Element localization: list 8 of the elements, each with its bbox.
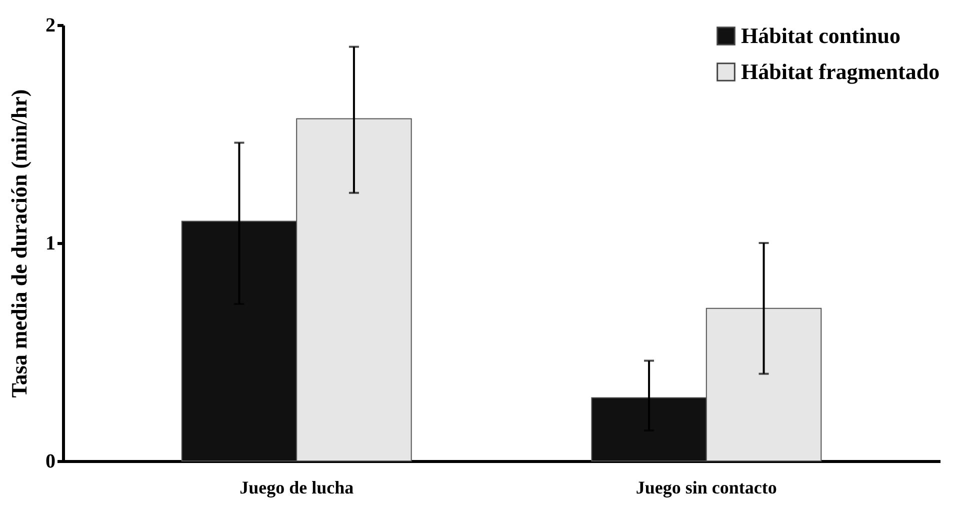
y-tick-label: 2 bbox=[46, 14, 56, 36]
x-tick-label: Juego sin contacto bbox=[636, 478, 777, 498]
x-tick-label: Juego de lucha bbox=[240, 478, 354, 498]
legend-label: Hábitat fragmentado bbox=[741, 59, 940, 84]
y-tick-label: 0 bbox=[46, 450, 56, 472]
y-tick-label: 1 bbox=[46, 232, 56, 254]
legend-label: Hábitat continuo bbox=[741, 23, 901, 48]
y-axis-title: Tasa media de duración (min/hr) bbox=[6, 89, 32, 398]
